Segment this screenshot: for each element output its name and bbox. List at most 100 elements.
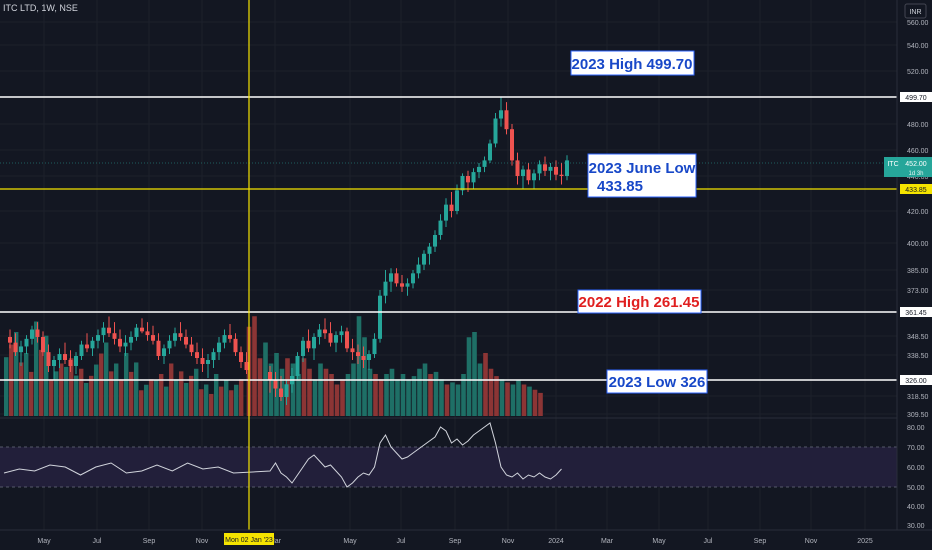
- badge-2023-high: 499.70: [900, 92, 932, 102]
- volume-bar: [384, 374, 389, 416]
- candle-body: [46, 352, 51, 366]
- price-tick-label: 318.50: [907, 394, 929, 401]
- candle-body: [284, 384, 289, 397]
- time-label: Nov: [805, 538, 818, 545]
- candle-body: [477, 166, 481, 173]
- candle-body: [19, 346, 23, 353]
- candle-body: [394, 273, 399, 284]
- candle-body: [499, 110, 503, 119]
- annotation-june-low[interactable]: 2023 June Low 433.85: [587, 153, 697, 198]
- candle-body: [63, 354, 67, 360]
- price-ticks: 560.00 540.00 520.00 480.00 460.00 440.00 420.…: [907, 20, 929, 419]
- candle-body: [206, 360, 210, 364]
- candle-body: [466, 176, 470, 183]
- volume-bar: [268, 363, 274, 416]
- volume-bar: [44, 335, 49, 416]
- candle-body: [488, 143, 492, 161]
- candle-body: [123, 342, 128, 347]
- volume-bar: [139, 390, 144, 416]
- volume-bar: [109, 371, 114, 416]
- volume-bar: [439, 379, 444, 416]
- volume-bar: [149, 379, 154, 416]
- volume-bar: [89, 375, 94, 416]
- candle-body: [118, 338, 122, 347]
- volume-bar: [164, 386, 169, 416]
- volume-bar: [329, 374, 334, 416]
- rsi-tick-label: 60.00: [907, 465, 925, 472]
- volume-bar: [472, 332, 477, 416]
- rsi-tick-label: 50.00: [907, 485, 925, 492]
- candle-body: [471, 172, 476, 183]
- volume-bar: [521, 384, 527, 416]
- rsi-line: [3, 422, 562, 488]
- candle-body: [57, 354, 62, 360]
- candle-body: [405, 283, 410, 287]
- volume-bar: [104, 342, 109, 416]
- volume-bar: [34, 321, 39, 416]
- symbol-header[interactable]: ITC LTD, 1W, NSE: [3, 3, 78, 13]
- candles: [8, 97, 569, 405]
- candle-body: [74, 356, 78, 366]
- badge-ticker-text: ITC: [887, 161, 898, 168]
- badge-june-low-text: 433.85: [905, 187, 927, 194]
- candle-body: [411, 273, 415, 284]
- volume-bar: [395, 379, 400, 416]
- annotation-2023-high-text: 2023 High 499.70: [572, 56, 693, 73]
- annotation-2023-low[interactable]: 2023 Low 326: [606, 369, 708, 394]
- volume-bar: [252, 316, 257, 416]
- volume-bar: [538, 392, 543, 416]
- volume-bar: [444, 384, 450, 416]
- candle-body: [455, 190, 459, 211]
- volume-bar: [204, 384, 209, 416]
- volume-bar: [234, 384, 239, 416]
- price-tick-label: 338.50: [907, 353, 929, 360]
- candle-body: [156, 340, 161, 356]
- volume-bar: [461, 374, 466, 416]
- candle-body: [13, 342, 18, 353]
- rsi-tick-label: 70.00: [907, 445, 925, 452]
- candle-body: [85, 344, 89, 349]
- volume-bar: [488, 368, 494, 416]
- volume-bar: [24, 353, 29, 416]
- annotation-june-low-line2: 433.85: [597, 178, 643, 195]
- candle-body: [295, 356, 300, 376]
- annotation-2022-high[interactable]: 2022 High 261.45: [577, 289, 702, 314]
- badge-2022-high: 361.45: [900, 307, 932, 317]
- volume-bar: [510, 384, 516, 416]
- candle-body: [101, 327, 106, 336]
- candle-body: [548, 166, 553, 171]
- price-tick-label: 420.00: [907, 209, 929, 216]
- candle-body: [312, 336, 316, 349]
- volume-bar: [154, 380, 159, 416]
- candle-body: [367, 354, 371, 360]
- currency-button[interactable]: INR: [904, 3, 927, 19]
- candle-body: [96, 335, 100, 341]
- volume-bar: [318, 363, 323, 416]
- candle-body: [140, 327, 144, 332]
- price-tick-label: 309.50: [907, 412, 929, 419]
- interval: 1W: [41, 3, 55, 13]
- candle-body: [510, 129, 514, 161]
- candle-body: [515, 160, 520, 176]
- badge-june-low: 433.85: [900, 184, 932, 194]
- badge-countdown-text: 1d 3h: [908, 171, 923, 177]
- candle-body: [200, 358, 205, 364]
- price-tick-label: 348.50: [907, 334, 929, 341]
- volume-bar: [356, 316, 362, 416]
- exchange: NSE: [59, 3, 78, 13]
- candle-body: [521, 169, 525, 176]
- time-label: Jul: [93, 538, 102, 545]
- time-label: 2025: [857, 538, 873, 545]
- candle-body: [389, 273, 393, 282]
- badge-2022-high-text: 361.45: [905, 310, 927, 317]
- rsi-tick-label: 80.00: [907, 425, 925, 432]
- volume-bar: [505, 382, 510, 416]
- volume-bar: [84, 382, 89, 416]
- candle-body: [504, 110, 509, 130]
- candle-body: [306, 340, 311, 349]
- annotation-2023-high[interactable]: 2023 High 499.70: [570, 50, 695, 76]
- candle-body: [173, 333, 177, 341]
- volume-bar: [301, 358, 307, 416]
- candle-body: [184, 336, 188, 345]
